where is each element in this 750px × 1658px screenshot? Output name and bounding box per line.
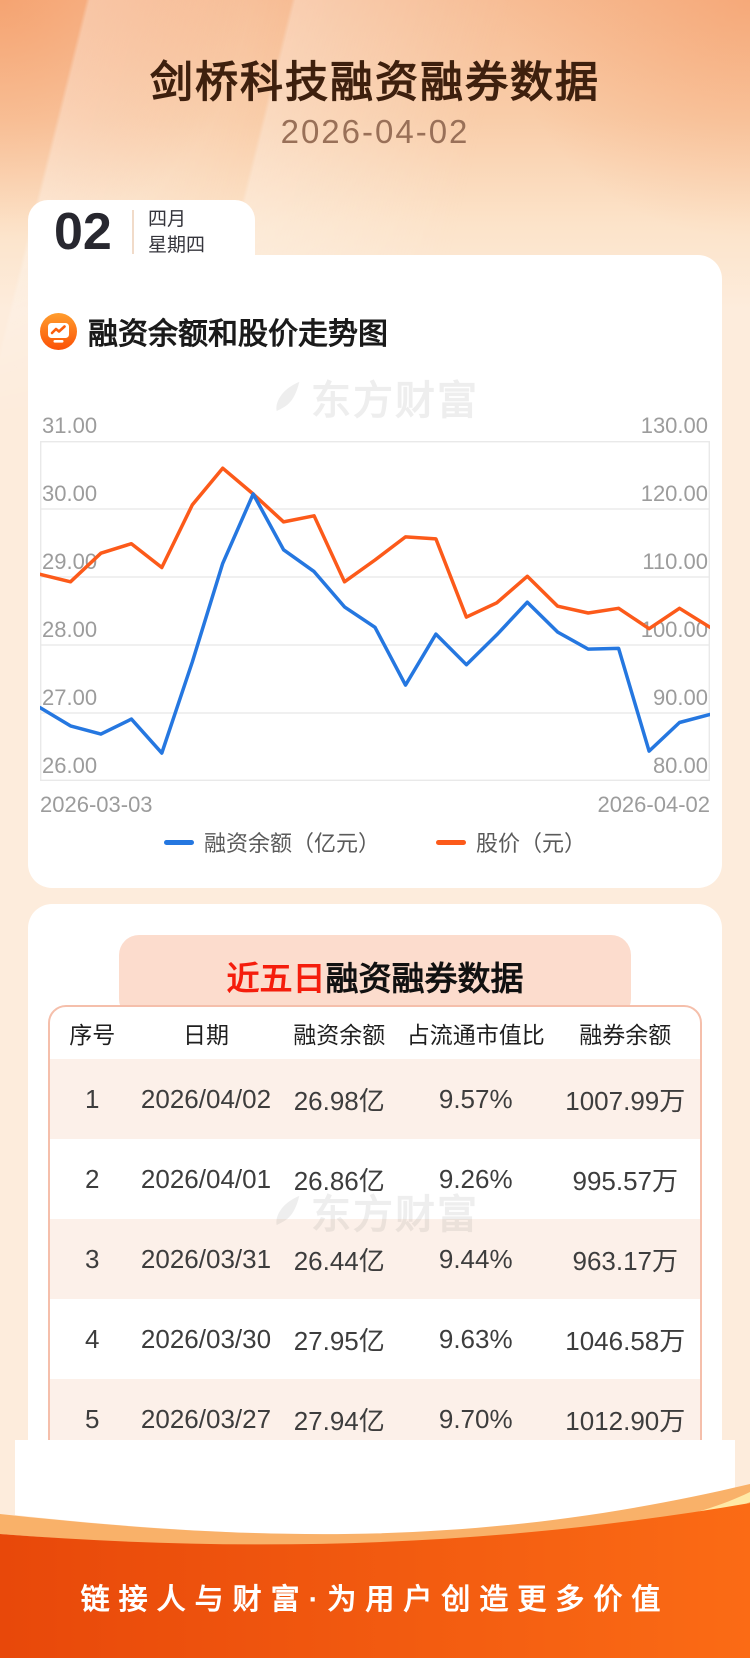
table-cell: 1046.58万 (565, 1325, 686, 1356)
right-axis-tick: 90.00 (652, 685, 708, 710)
date-chip-labels: 四月 星期四 (148, 207, 205, 259)
chart-card: 02 四月 星期四 融资余额和股价走势图 东方财富 (28, 200, 722, 888)
table-cell: 2026/04/01 (140, 1163, 272, 1194)
margin-data-table: 序号 日期 融资余额 占流通市值比 融券余额 1 2026/04/02 26.9… (48, 1005, 702, 1461)
left-axis-tick: 30.00 (42, 481, 98, 506)
table-cell: 27.95亿 (293, 1325, 385, 1356)
table-cell: 4 (85, 1323, 100, 1354)
legend-dash-orange-icon (436, 839, 466, 845)
chart-section-header: 融资余额和股价走势图 (40, 312, 388, 351)
table-row: 3 2026/03/31 26.44亿 9.44% 963.17万 (50, 1219, 700, 1299)
table-cell: 27.94亿 (293, 1405, 385, 1436)
table-row: 2 2026/04/01 26.86亿 9.26% 995.57万 (50, 1139, 700, 1219)
line-chart-plot (40, 441, 710, 781)
table-cell: 1012.90万 (565, 1405, 686, 1436)
footer-slogan: 链接人与财富·为用户创造更多价值 (80, 1584, 670, 1616)
banner-rest: 融资融券数据 (325, 960, 524, 997)
right-axis-tick: 130.00 (640, 413, 708, 438)
table-cell: 26.44亿 (293, 1245, 385, 1276)
legend-label: 融资余额（亿元） (203, 831, 380, 856)
table-cell: 26.86亿 (293, 1165, 385, 1196)
column-header: 日期 (183, 1022, 229, 1048)
column-header: 融券余额 (579, 1022, 672, 1048)
legend-item-financing-balance: 融资余额（亿元） (163, 826, 380, 858)
right-axis-tick: 120.00 (640, 481, 708, 506)
table-cell: 9.57% (438, 1083, 513, 1114)
footer-wave (0, 1440, 750, 1658)
page-title: 剑桥科技融资融券数据 (150, 59, 600, 107)
legend-item-stock-price: 股价（元） (436, 826, 586, 858)
table-cell: 2026/04/02 (140, 1083, 272, 1114)
table-cell: 995.57万 (572, 1165, 679, 1196)
left-axis-tick: 29.00 (42, 549, 98, 574)
column-header: 融资余额 (293, 1022, 386, 1048)
table-cell: 5 (85, 1403, 100, 1434)
table-cell: 2026/03/31 (140, 1243, 272, 1274)
left-axis-tick: 27.00 (42, 685, 98, 710)
chart-legend: 融资余额（亿元） 股价（元） (28, 826, 722, 858)
chart-card-body (28, 255, 722, 888)
legend-dash-blue-icon (163, 839, 194, 845)
right-axis-tick: 100.00 (640, 617, 708, 642)
legend-label: 股价（元） (476, 831, 587, 856)
date-chip-divider (132, 210, 134, 254)
x-axis-end-label: 2026-04-02 (597, 792, 710, 817)
table-cell: 9.63% (438, 1323, 513, 1354)
left-axis-tick: 28.00 (42, 617, 98, 642)
table-cell: 26.98亿 (293, 1085, 385, 1116)
table-row: 1 2026/04/02 26.98亿 9.57% 1007.99万 (50, 1059, 700, 1139)
trend-monitor-icon (40, 312, 77, 350)
table-cell: 3 (85, 1243, 100, 1274)
left-axis-tick: 26.00 (42, 753, 98, 778)
table-card: 近五日融资融券数据 序号 日期 融资余额 占流通市值比 融券余额 1 2026/… (28, 904, 722, 1470)
x-axis-start-label: 2026-03-03 (40, 792, 153, 817)
chart-section-title: 融资余额和股价走势图 (88, 318, 388, 351)
table-cell: 963.17万 (572, 1245, 679, 1276)
page-date: 2026-04-02 (280, 113, 470, 150)
right-axis-tick: 80.00 (652, 753, 708, 778)
table-cell: 2 (85, 1163, 100, 1194)
date-chip-day: 02 (54, 203, 112, 261)
table-cell: 2026/03/27 (140, 1403, 272, 1434)
date-chip-weekday: 星期四 (148, 235, 206, 256)
table-cell: 1007.99万 (565, 1085, 686, 1116)
banner-highlight: 近五日 (226, 960, 326, 997)
table-header-row: 序号 日期 融资余额 占流通市值比 融券余额 (50, 1007, 700, 1059)
table-cell: 9.26% (438, 1163, 513, 1194)
column-header: 占流通市值比 (406, 1022, 545, 1048)
table-cell: 9.44% (438, 1243, 513, 1274)
table-cell: 9.70% (438, 1403, 513, 1434)
table-row: 4 2026/03/30 27.95亿 9.63% 1046.58万 (50, 1299, 700, 1379)
table-cell: 2026/03/30 (140, 1323, 272, 1354)
date-chip-month: 四月 (148, 209, 187, 230)
left-axis-tick: 31.00 (42, 413, 98, 438)
table-cell: 1 (85, 1083, 100, 1114)
column-header: 序号 (69, 1022, 116, 1048)
right-axis-tick: 110.00 (642, 549, 708, 574)
